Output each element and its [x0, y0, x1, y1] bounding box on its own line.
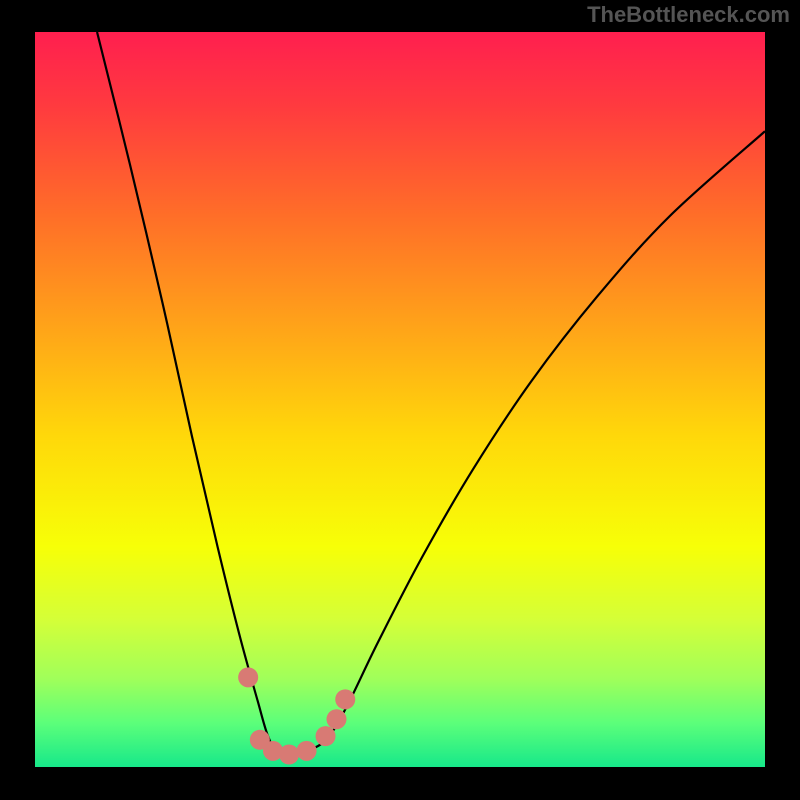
- gradient-background: [35, 32, 765, 767]
- chart-container: TheBottleneck.com: [0, 0, 800, 800]
- plot-area: [35, 32, 765, 767]
- data-marker: [335, 689, 355, 709]
- data-marker: [238, 667, 258, 687]
- data-marker: [297, 741, 317, 761]
- chart-svg: [35, 32, 765, 767]
- data-marker: [279, 745, 299, 765]
- data-marker: [326, 709, 346, 729]
- data-marker: [316, 726, 336, 746]
- watermark-text: TheBottleneck.com: [587, 2, 790, 28]
